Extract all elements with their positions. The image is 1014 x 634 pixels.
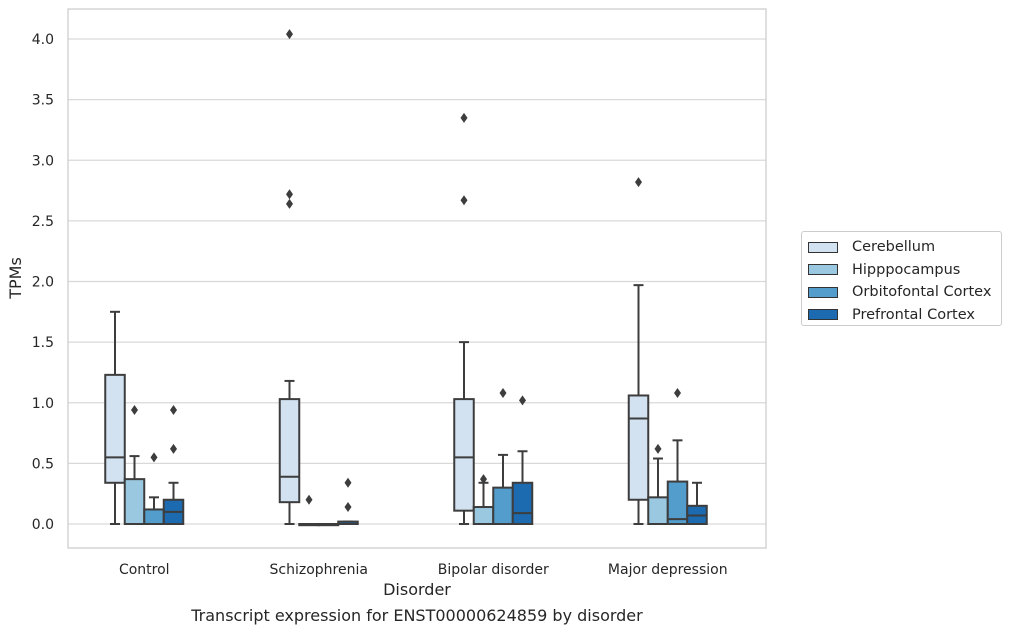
y-tick-label: 1.0 — [32, 396, 54, 412]
legend-swatch — [808, 286, 838, 298]
x-axis-label: Disorder — [383, 580, 451, 599]
box-iqr — [511, 481, 534, 525]
outlier-point — [170, 443, 177, 454]
legend-item: Cerebellum — [808, 236, 1001, 259]
legend-swatch — [808, 264, 838, 276]
outlier-point — [305, 494, 313, 505]
y-tick-label: 0.5 — [32, 456, 54, 472]
outlier-point — [460, 112, 468, 123]
x-tick-label: Bipolar disorder — [438, 562, 549, 578]
box-orbitofontal-cortex — [317, 523, 340, 527]
legend-label: Cerebellum — [852, 239, 936, 256]
y-tick-label: 3.5 — [32, 93, 54, 109]
y-tick-label: 2.0 — [32, 275, 54, 291]
y-tick-label: 2.5 — [32, 214, 54, 230]
plot-frame — [67, 8, 767, 549]
x-tick-label: Major depression — [608, 562, 728, 578]
outlier-point — [460, 195, 468, 206]
box-hipppocampus — [647, 443, 669, 526]
box-prefrontal-cortex — [337, 477, 359, 526]
box-prefrontal-cortex — [511, 395, 534, 525]
box-cerebellum — [278, 29, 301, 525]
outlier-point — [286, 29, 293, 40]
x-tick-label: Control — [119, 562, 170, 578]
outlier-point — [344, 477, 352, 488]
gridlines — [68, 38, 766, 525]
box-iqr — [627, 394, 650, 501]
box-iqr — [143, 508, 165, 526]
y-axis-label: TPMs — [6, 257, 25, 300]
outlier-point — [286, 189, 293, 200]
box-prefrontal-cortex — [162, 405, 185, 525]
box-hipppocampus — [123, 405, 146, 526]
outlier-point — [635, 177, 642, 188]
outlier-point — [170, 405, 177, 416]
outlier-point — [344, 502, 352, 513]
legend-item: Prefrontal Cortex — [808, 304, 1001, 327]
box-cerebellum — [104, 310, 126, 525]
box-iqr — [123, 478, 146, 526]
box-iqr — [104, 373, 126, 484]
y-tick-label: 1.5 — [32, 335, 54, 351]
x-tick-label: Schizophrenia — [270, 562, 368, 578]
legend-label: Orbitofontal Cortex — [852, 284, 992, 301]
boxes — [104, 29, 708, 527]
box-iqr — [492, 486, 514, 525]
box-cerebellum — [453, 112, 475, 525]
y-tick-label: 0.0 — [32, 517, 54, 533]
legend-label: Prefrontal Cortex — [852, 306, 975, 323]
outlier-point — [150, 452, 158, 463]
box-hipppocampus — [472, 474, 495, 525]
legend-swatch — [808, 309, 838, 321]
box-iqr — [666, 480, 689, 525]
outlier-point — [519, 395, 526, 406]
outlier-point — [674, 388, 681, 399]
box-hipppocampus — [298, 494, 320, 527]
y-tick-label: 4.0 — [32, 32, 54, 48]
box-iqr — [453, 398, 475, 512]
box-orbitofontal-cortex — [666, 388, 689, 525]
outlier-point — [286, 198, 293, 209]
legend-item: Orbitofontal Cortex — [808, 281, 1001, 304]
box-orbitofontal-cortex — [143, 452, 165, 526]
legend-item: Hipppocampus — [808, 259, 1001, 282]
box-cerebellum — [627, 177, 650, 525]
outlier-point — [480, 474, 487, 485]
y-tick-label: 3.0 — [32, 153, 54, 169]
box-prefrontal-cortex — [686, 481, 708, 525]
box-iqr — [278, 398, 301, 504]
legend-swatch — [808, 241, 838, 253]
outlier-point — [654, 443, 662, 454]
box-orbitofontal-cortex — [492, 388, 514, 525]
outlier-point — [499, 388, 507, 399]
legend-label: Hipppocampus — [852, 261, 961, 278]
box-iqr — [472, 506, 495, 525]
outlier-point — [131, 405, 138, 416]
tick-labels: 0.0 0.5 1.0 1.5 2.0 2.5 3.0 3.5 4.0 Control Schizo… — [32, 32, 728, 578]
box-iqr — [647, 496, 669, 526]
legend: Cerebellum Hipppocampus Orbitofontal Corte… — [801, 231, 1002, 326]
chart-caption: Transcript expression for ENST0000062485… — [191, 606, 643, 625]
